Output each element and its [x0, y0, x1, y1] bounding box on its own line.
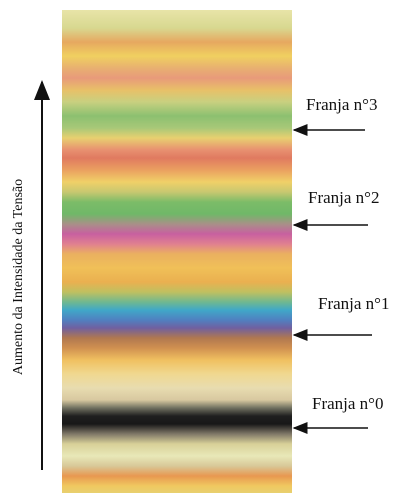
fringe-label: Franja n°2 — [308, 188, 379, 207]
fringe-label: Franja n°3 — [306, 95, 377, 114]
fringe-label: Franja n°0 — [312, 394, 383, 413]
fringe-label: Franja n°1 — [318, 294, 389, 313]
fringe-strip — [62, 10, 292, 493]
axis-label: Aumento da Intensidade da Tensão — [11, 179, 26, 375]
